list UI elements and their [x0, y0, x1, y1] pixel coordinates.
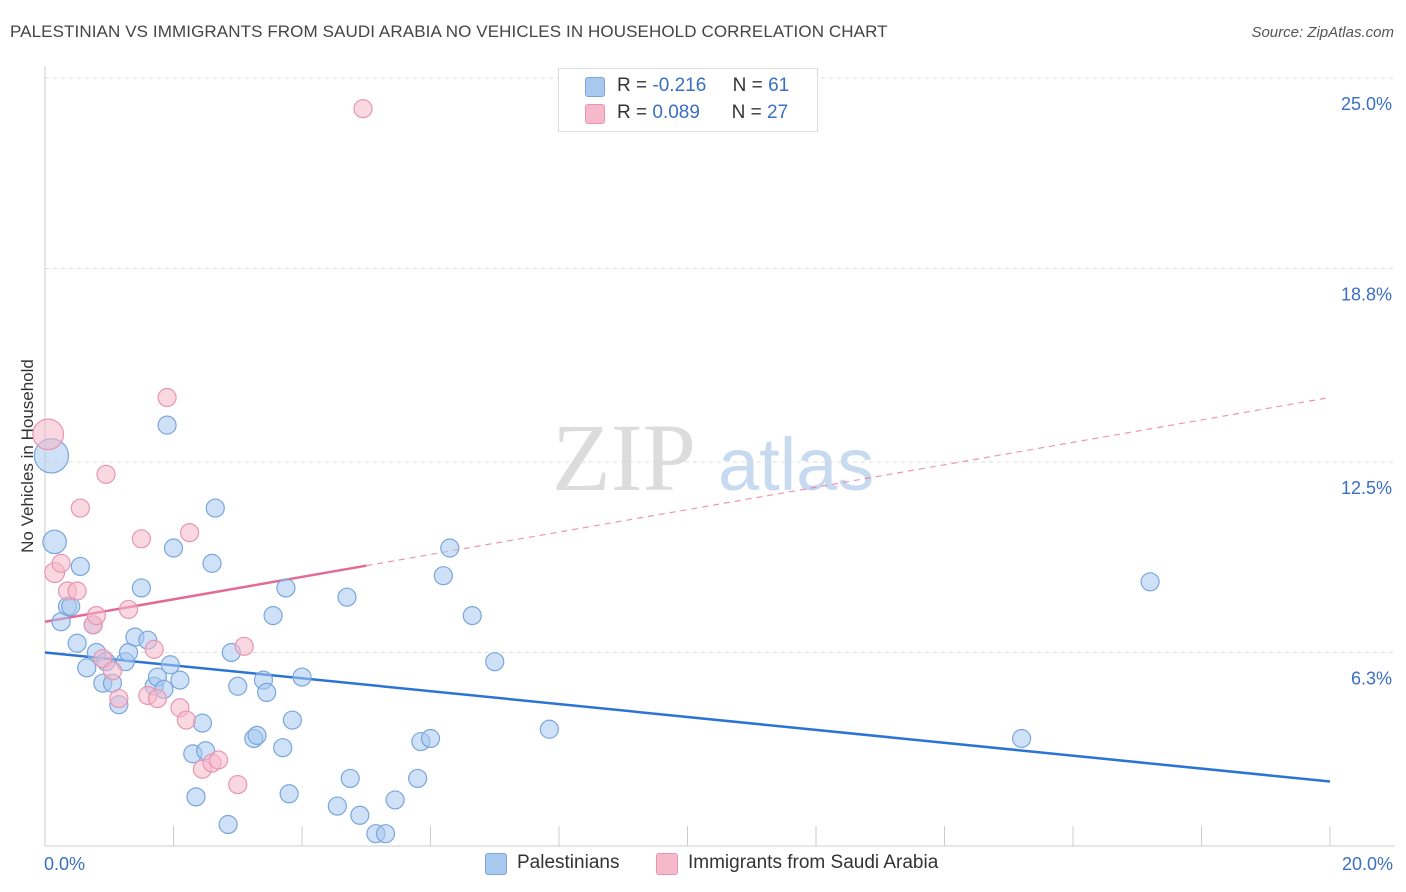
chart-title: PALESTINIAN VS IMMIGRANTS FROM SAUDI ARA…: [10, 22, 888, 41]
gridlines: [45, 77, 1395, 653]
x-tick-label-max: 20.0%: [1342, 854, 1393, 874]
point-saudi: [109, 688, 129, 709]
y-tick-label: 18.8%: [1341, 284, 1392, 304]
point-saudi: [118, 599, 139, 620]
point-palestinian: [408, 768, 428, 789]
point-palestinian: [539, 719, 559, 739]
point-saudi: [176, 710, 196, 730]
n-label: N =: [732, 75, 763, 96]
watermark-zip: ZIP: [552, 404, 696, 511]
chart-legend: Palestinians Immigrants from Saudi Arabi…: [0, 852, 1406, 876]
y-tick-label: 12.5%: [1341, 478, 1392, 498]
r-value: 0.089: [652, 102, 700, 123]
legend-swatch-blue: [485, 853, 507, 875]
r-label: R =: [617, 102, 648, 123]
chart-source: Source: ZipAtlas.com: [1251, 24, 1394, 41]
point-palestinian: [292, 667, 312, 687]
r-label: R =: [617, 75, 648, 96]
point-saudi: [234, 636, 254, 656]
point-palestinian: [485, 652, 505, 672]
point-saudi: [144, 639, 164, 659]
point-saudi: [96, 464, 116, 484]
point-palestinian: [327, 796, 347, 816]
point-palestinian: [228, 676, 248, 696]
y-tick-label: 6.3%: [1351, 668, 1392, 688]
point-palestinian: [263, 605, 283, 626]
point-palestinian: [163, 538, 184, 558]
point-saudi: [131, 529, 151, 549]
point-palestinian: [375, 824, 396, 844]
point-palestinian: [205, 498, 225, 518]
point-palestinian: [131, 578, 151, 598]
stats-swatch-pink: [585, 104, 605, 124]
n-value: 61: [768, 75, 790, 96]
y-tick-label: 25.0%: [1341, 94, 1392, 114]
point-saudi: [208, 750, 229, 770]
point-saudi: [70, 498, 90, 518]
point-palestinian: [350, 805, 370, 825]
point-palestinian: [337, 587, 357, 607]
axes: [44, 66, 1395, 847]
point-palestinian: [420, 728, 441, 749]
point-palestinian: [257, 682, 277, 703]
stats-legend-box: R = -0.216 N = 61 R = 0.089 N = 27: [558, 68, 818, 132]
point-saudi: [179, 523, 200, 543]
point-palestinian: [433, 566, 453, 586]
point-saudi: [67, 581, 87, 601]
point-saudi: [228, 774, 248, 795]
data-points: [32, 99, 1160, 844]
watermark-atlas: atlas: [718, 423, 874, 506]
point-palestinian: [218, 814, 238, 835]
watermark: ZIP atlas: [552, 404, 874, 511]
point-saudi: [102, 661, 123, 681]
point-palestinian: [192, 713, 213, 733]
point-palestinian: [247, 725, 267, 746]
x-tick-label-min: 0.0%: [44, 854, 85, 874]
tick-labels: 6.3% 12.5% 18.8% 25.0% 0.0% 20.0%: [44, 94, 1393, 874]
legend-label: Immigrants from Saudi Arabia: [688, 852, 939, 873]
trend-line-extension: [366, 396, 1331, 567]
point-palestinian: [282, 710, 302, 730]
point-saudi: [32, 418, 65, 451]
point-saudi: [353, 99, 373, 119]
point-palestinian: [157, 415, 177, 435]
stats-swatch-blue: [585, 77, 605, 97]
point-saudi: [51, 553, 71, 573]
r-value: -0.216: [652, 75, 707, 96]
point-palestinian: [462, 605, 482, 626]
point-saudi: [157, 387, 177, 408]
point-palestinian: [1140, 572, 1160, 592]
point-saudi: [86, 605, 107, 626]
point-palestinian: [160, 655, 180, 675]
point-saudi: [147, 688, 168, 709]
legend-label: Palestinians: [517, 852, 620, 873]
stats-text: R = 0.089 N = 27: [617, 102, 788, 124]
point-palestinian: [1011, 728, 1032, 749]
point-palestinian: [202, 553, 222, 573]
trend-line-palestinians: [44, 651, 1331, 783]
point-palestinian: [70, 556, 90, 577]
legend-swatch-pink: [656, 853, 678, 875]
point-palestinian: [279, 784, 299, 804]
point-palestinian: [340, 768, 360, 789]
point-palestinian: [273, 738, 293, 758]
point-palestinian: [440, 538, 460, 558]
point-palestinian: [276, 578, 296, 598]
stats-text: R = -0.216 N = 61: [617, 75, 789, 97]
point-palestinian: [186, 787, 206, 807]
n-value: 27: [767, 102, 789, 123]
point-palestinian: [42, 529, 67, 555]
n-label: N =: [731, 102, 762, 123]
point-palestinian: [385, 790, 405, 810]
point-palestinian: [77, 658, 97, 678]
point-palestinian: [67, 633, 87, 653]
point-palestinian: [170, 670, 190, 690]
